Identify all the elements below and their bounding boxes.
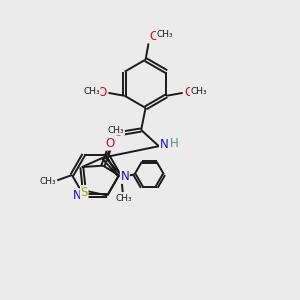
Text: N: N [73, 189, 82, 202]
Text: H: H [170, 137, 178, 150]
Text: CH₃: CH₃ [116, 194, 133, 203]
Text: CH₃: CH₃ [156, 30, 173, 39]
Text: O: O [114, 126, 123, 140]
Text: CH₃: CH₃ [40, 177, 56, 186]
Text: O: O [106, 137, 115, 150]
Text: O: O [97, 86, 106, 99]
Text: O: O [185, 86, 194, 99]
Text: CH₃: CH₃ [108, 126, 124, 135]
Text: CH₃: CH₃ [83, 87, 100, 96]
Text: S: S [81, 185, 88, 199]
Text: CH₃: CH₃ [190, 87, 207, 96]
Text: N: N [120, 170, 129, 183]
Text: N: N [160, 138, 169, 151]
Text: O: O [150, 30, 159, 43]
